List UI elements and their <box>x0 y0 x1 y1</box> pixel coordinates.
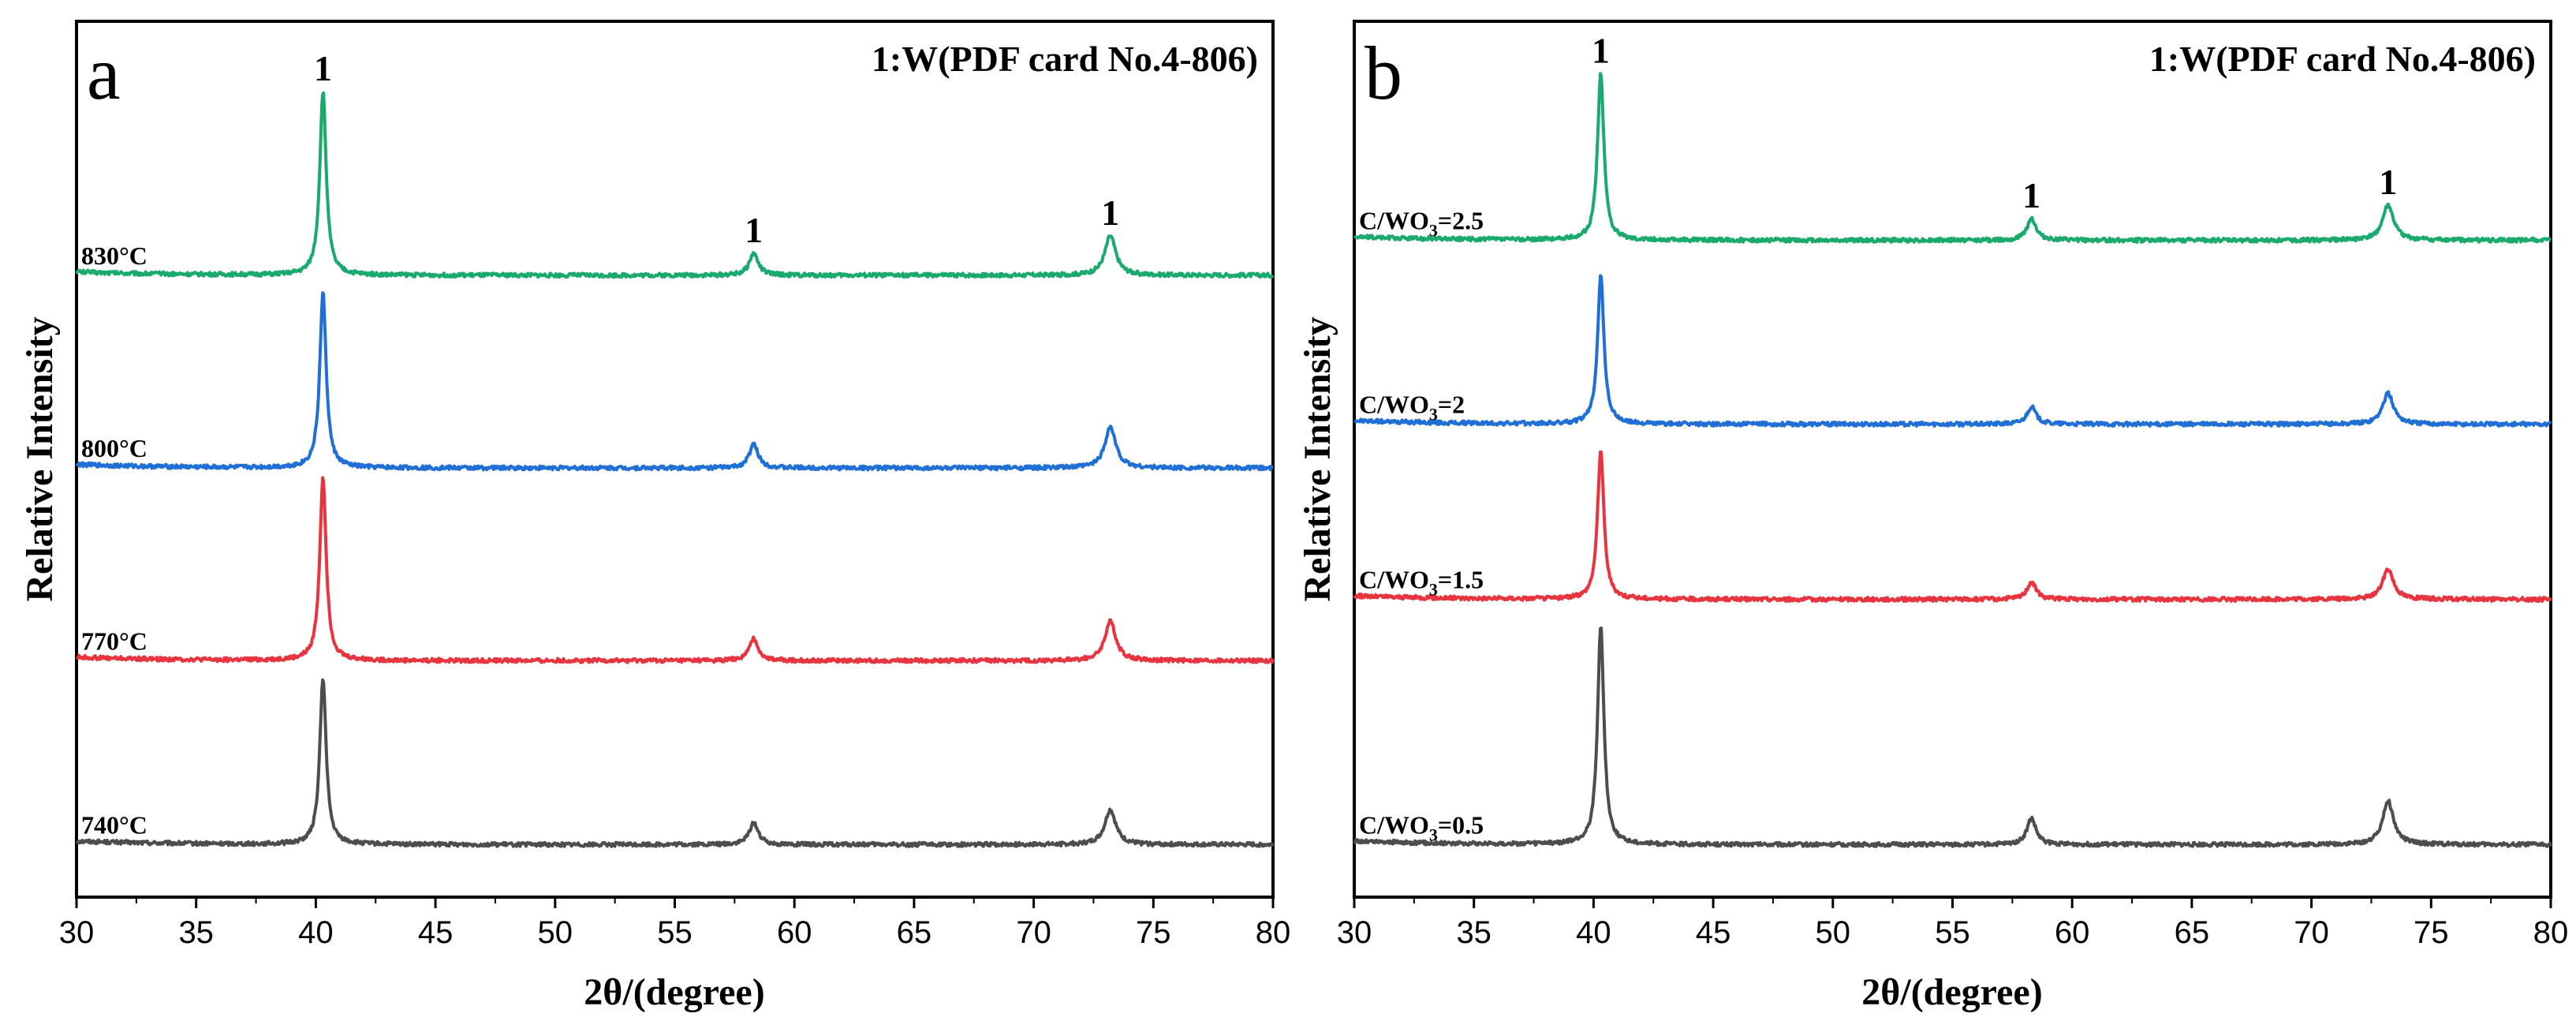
x-tick-label: 55 <box>657 915 693 950</box>
x-tick-label: 70 <box>2294 915 2329 950</box>
x-axis-label: 2θ/(degree) <box>1861 971 2042 1013</box>
series-line-3 <box>1353 72 2552 244</box>
series-label: C/WO3=2.5 <box>1359 207 1484 241</box>
y-axis-label: Relative Intensity <box>1297 316 1338 601</box>
x-tick-label: 30 <box>1337 915 1372 950</box>
x-tick-label: 35 <box>1456 915 1491 950</box>
x-tick-label: 35 <box>178 915 214 950</box>
series-line-2 <box>1353 274 2552 428</box>
series-line-3 <box>75 91 1275 279</box>
series-line-1 <box>1353 450 2552 603</box>
x-tick-label: 45 <box>1696 915 1731 950</box>
panel-a: 30 35 40 45 50 55 60 65 70 75 80 a 1:W(PDF card No… <box>19 20 1291 1013</box>
x-tick-label: 60 <box>2055 915 2090 950</box>
series-label: C/WO3=2 <box>1359 391 1465 424</box>
phase-card-label: 1:W(PDF card No.4-806) <box>2149 39 2536 79</box>
x-tick-label: 40 <box>1576 915 1611 950</box>
series-line-1 <box>76 476 1275 664</box>
peak-labels: 1 1 1 <box>314 48 1119 250</box>
peak-label: 1 <box>1101 193 1119 233</box>
peak-label: 1 <box>2379 162 2397 202</box>
series-label: 800°C <box>81 434 147 462</box>
x-tick-label: 40 <box>298 915 334 950</box>
series-line-0 <box>1353 626 2552 848</box>
x-tick-label: 75 <box>1136 915 1171 950</box>
x-tick-label: 55 <box>1935 915 1970 950</box>
x-axis-label: 2θ/(degree) <box>584 971 764 1013</box>
x-axis-ticks: 30 35 40 45 50 55 60 65 70 75 80 <box>59 897 1291 950</box>
series-line-2 <box>75 291 1274 472</box>
x-tick-label: 50 <box>538 915 573 950</box>
peak-label: 1 <box>314 48 332 88</box>
x-tick-label: 80 <box>1256 915 1291 950</box>
series-labels: 740°C 770°C 800°C 830°C <box>81 241 147 840</box>
x-tick-label: 65 <box>2175 915 2210 950</box>
series-layer <box>75 91 1275 848</box>
x-tick-label: 65 <box>897 915 932 950</box>
x-tick-label: 70 <box>1016 915 1051 950</box>
x-tick-label: 50 <box>1816 915 1851 950</box>
x-tick-label: 60 <box>777 915 812 950</box>
series-label: 740°C <box>81 810 147 839</box>
peak-labels: 1 1 1 <box>1592 31 2397 215</box>
x-tick-label: 75 <box>2414 915 2449 950</box>
phase-card-label: 1:W(PDF card No.4-806) <box>872 39 1258 79</box>
series-label: 770°C <box>81 626 147 655</box>
series-label: 830°C <box>81 241 147 270</box>
series-layer <box>1353 72 2552 848</box>
panel-letter: b <box>1365 31 1402 115</box>
x-axis-ticks: 30 35 40 45 50 55 60 65 70 75 80 <box>1337 897 2569 950</box>
y-axis-label: Relative Intensity <box>19 316 61 601</box>
series-line-0 <box>75 678 1275 848</box>
series-label: C/WO3=1.5 <box>1359 566 1484 600</box>
series-labels: C/WO3=0.5 C/WO3=1.5 C/WO3=2 C/WO3=2.5 <box>1359 207 1484 845</box>
peak-label: 1 <box>1592 31 1610 71</box>
series-label: C/WO3=0.5 <box>1359 810 1484 844</box>
x-tick-label: 30 <box>59 915 95 950</box>
panel-letter: a <box>87 31 121 115</box>
x-tick-label: 80 <box>2533 915 2569 950</box>
panel-b: 30 35 40 45 50 55 60 65 70 75 80 b 1:W(PDF card No… <box>1297 20 2569 1013</box>
peak-label: 1 <box>745 210 763 250</box>
x-tick-label: 45 <box>418 915 454 950</box>
peak-label: 1 <box>2022 175 2040 215</box>
